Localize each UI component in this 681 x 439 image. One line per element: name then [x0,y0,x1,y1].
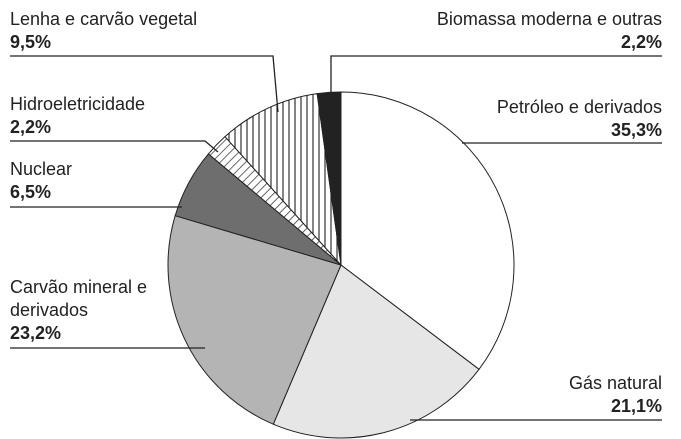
pie-slice [340,91,515,371]
slice-value: 23,2% [10,323,62,343]
pie-slice [316,91,342,266]
pie-slice [167,215,342,425]
leader-line [330,55,662,96]
slice-name: Nuclear [10,159,73,179]
slice-value: 6,5% [10,182,52,202]
slice-value: 9,5% [10,32,52,52]
slice-name: Petróleo e derivados [496,97,662,117]
slice-value: 35,3% [610,120,662,140]
slice-label: Carvão mineral e derivados 23,2% [10,276,160,345]
pie-slice [272,264,480,439]
slice-name: Lenha e carvão vegetal [10,9,198,29]
slice-label: Biomassa moderna e outras 2,2% [437,8,662,54]
slice-label: Lenha e carvão vegetal 9,5% [10,8,197,54]
leader-line [10,140,219,153]
pie-slice [224,93,342,267]
slice-name: Carvão mineral e derivados [10,277,148,320]
slice-label: Hidroeletricidade 2,2% [10,93,145,139]
slice-label: Gás natural 21,1% [569,372,662,418]
slice-value: 21,1% [610,396,662,416]
slice-name: Gás natural [568,373,662,393]
slice-label: Petróleo e derivados 35,3% [497,96,662,142]
leader-line [10,55,279,113]
slice-value: 2,2% [620,32,662,52]
slice-name: Biomassa moderna e outras [436,9,662,29]
slice-label: Nuclear 6,5% [10,158,72,204]
slice-value: 2,2% [10,117,52,137]
slice-name: Hidroeletricidade [10,94,146,114]
